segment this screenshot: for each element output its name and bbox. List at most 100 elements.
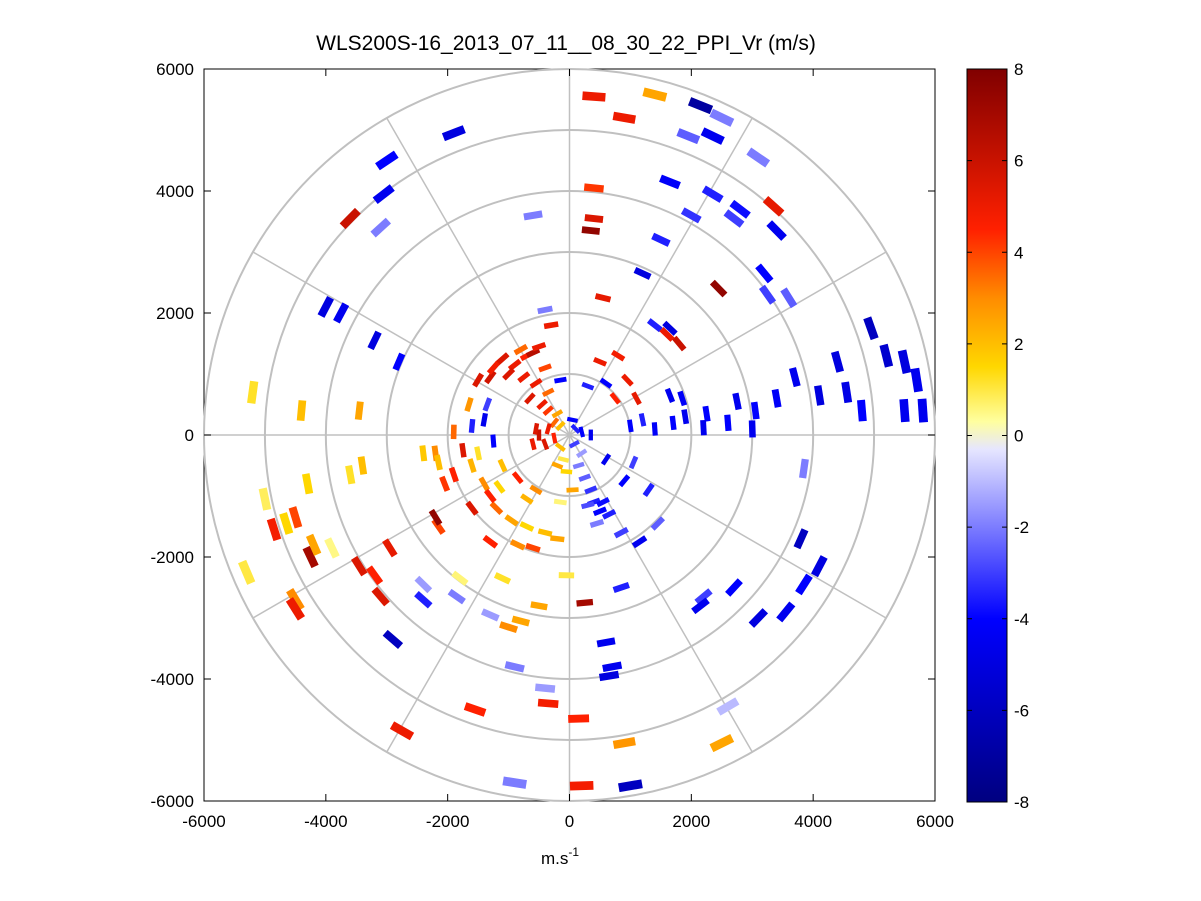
data-cell-155 [572, 461, 585, 470]
data-cell-149 [554, 442, 566, 453]
data-cell-75 [598, 670, 620, 682]
data-cell-78 [612, 737, 636, 750]
data-cell-183 [464, 396, 474, 412]
data-cell-136 [513, 343, 529, 356]
x-axis-label-base: m.s [541, 849, 568, 868]
data-cell-137 [484, 370, 497, 385]
data-cell-90 [511, 615, 530, 627]
y-tick-label-6: -6000 [151, 792, 194, 811]
data-cell-94 [350, 555, 368, 577]
data-cell-96 [371, 586, 390, 607]
data-cell-88 [414, 590, 433, 609]
data-cell-201 [537, 305, 553, 315]
colorbar-ticks: 8 6 4 2 0 -2 -4 -6 -8 [967, 60, 1029, 812]
data-cell-135 [495, 352, 510, 366]
data-cell-19 [633, 267, 652, 280]
data-cell-18 [581, 226, 601, 235]
data-cell-105 [238, 559, 256, 585]
data-cell-168 [588, 429, 593, 441]
data-cell-174 [493, 480, 506, 494]
data-cell-50 [899, 398, 910, 423]
data-cell-138 [486, 360, 501, 375]
data-cell-59 [700, 419, 707, 436]
data-cell-111 [537, 698, 559, 709]
data-cell-101 [285, 597, 305, 621]
data-cell-0 [582, 91, 606, 102]
data-cell-144 [551, 409, 564, 419]
data-points [238, 87, 929, 793]
data-cell-41 [897, 349, 912, 374]
data-cell-210 [525, 542, 541, 553]
data-cell-32 [339, 207, 361, 230]
data-cell-46 [841, 381, 853, 404]
data-cell-81 [618, 779, 643, 793]
data-cell-24 [594, 293, 612, 303]
plot-area: -6000 -4000 -2000 0 2000 4000 6000 6000 4000 2000… [151, 60, 954, 831]
data-cell-1 [642, 87, 668, 102]
data-cell-82 [576, 598, 594, 607]
data-cell-11 [762, 196, 785, 217]
colorbar-tick-label-3: 2 [1014, 335, 1023, 354]
data-cell-187 [529, 484, 543, 496]
data-cell-205 [628, 455, 639, 470]
data-cell-192 [631, 391, 642, 406]
data-cell-14 [723, 209, 745, 228]
data-cell-112 [534, 683, 556, 693]
data-cell-80 [569, 780, 594, 791]
data-cell-202 [543, 321, 559, 330]
radial-spoke-60 [568, 117, 753, 436]
data-cell-131 [536, 398, 548, 411]
data-cell-119 [345, 464, 356, 485]
data-cell-25 [646, 318, 663, 333]
colorbar-tick-label-7: -6 [1014, 701, 1029, 720]
data-cell-45 [814, 385, 825, 406]
data-cell-203 [664, 387, 676, 403]
data-cell-177 [489, 501, 504, 516]
data-cell-173 [478, 476, 490, 492]
colorbar-tick-label-0: 8 [1014, 60, 1023, 79]
colorbar-scale [966, 68, 1008, 803]
data-cell-40 [879, 343, 894, 368]
data-cell-185 [448, 466, 459, 483]
data-cell-22 [758, 284, 777, 305]
colorbar-tick-label-5: -2 [1014, 518, 1029, 537]
data-cell-43 [831, 350, 844, 373]
x-tick-label-1: -4000 [304, 812, 347, 831]
data-cell-87 [493, 572, 512, 585]
data-cell-143 [541, 387, 555, 398]
data-cell-2 [687, 97, 714, 115]
data-cell-113 [463, 702, 487, 717]
data-cell-129 [529, 377, 543, 389]
data-cell-62 [799, 458, 809, 479]
data-cell-73 [596, 637, 616, 648]
data-cell-71 [612, 581, 630, 594]
data-cell-53 [702, 405, 711, 422]
data-cell-23 [780, 287, 798, 309]
data-cell-166 [570, 423, 581, 435]
data-cell-100 [286, 587, 305, 612]
colorbar: 8 6 4 2 0 -2 -4 -6 -8 [966, 60, 1029, 812]
x-tick-label-2: -2000 [426, 812, 469, 831]
data-cell-175 [497, 458, 508, 473]
radial-spoke-330 [569, 434, 887, 619]
data-cell-124 [288, 506, 303, 529]
data-cell-5 [676, 128, 701, 145]
data-cell-134 [555, 420, 566, 432]
data-cell-76 [716, 697, 740, 716]
data-cell-161 [580, 501, 595, 510]
x-tick-label-6: 6000 [916, 812, 954, 831]
data-cell-170 [434, 454, 443, 471]
data-cell-70 [691, 597, 710, 615]
data-cell-204 [677, 390, 688, 407]
data-cell-99 [302, 545, 319, 569]
data-cell-195 [581, 381, 595, 391]
data-cell-109 [382, 629, 404, 649]
y-tick-label-5: -4000 [151, 670, 194, 689]
data-cell-127 [502, 367, 516, 381]
colorbar-tick-label-8: -8 [1014, 793, 1029, 812]
data-cell-77 [709, 734, 735, 753]
data-cell-211 [482, 534, 499, 549]
data-cell-74 [602, 661, 623, 673]
data-cell-114 [389, 721, 415, 741]
data-cell-12 [583, 183, 604, 193]
